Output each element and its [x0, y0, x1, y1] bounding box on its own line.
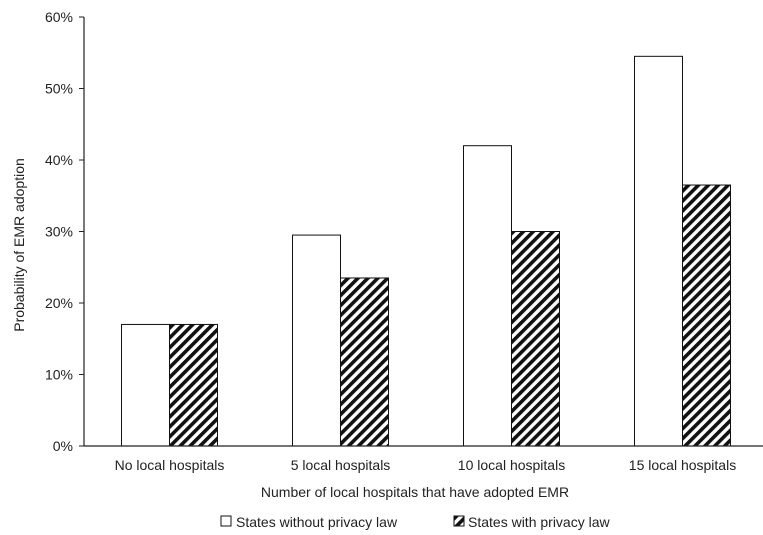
y-tick-label: 10%: [45, 367, 73, 383]
bar-with-privacy-law: [511, 231, 560, 447]
y-tick-label: 50%: [45, 81, 73, 97]
y-axis-label: Probability of EMR adoption: [11, 158, 27, 332]
x-axis-label: Number of local hospitals that have adop…: [261, 484, 569, 500]
bar-without-privacy-law: [121, 323, 170, 447]
legend-swatch-without: [220, 515, 232, 527]
x-category-label: 5 local hospitals: [291, 457, 391, 473]
legend-swatch-with: [453, 515, 465, 527]
bar-without-privacy-law: [634, 55, 683, 447]
x-axis-categories: No local hospitals 5 local hospitals 10 lo…: [115, 457, 737, 473]
y-tick-label: 40%: [45, 152, 73, 168]
y-axis-ticks: 0% 10% 20% 30% 40% 50% 60%: [45, 9, 84, 454]
x-category-label: 10 local hospitals: [458, 457, 565, 473]
x-category-label: No local hospitals: [115, 457, 225, 473]
legend-label-with: States with privacy law: [468, 514, 610, 530]
bar-without-privacy-law: [463, 145, 512, 447]
legend-label-without: States without privacy law: [236, 514, 398, 530]
axes: [83, 17, 763, 447]
y-tick-label: 0%: [53, 438, 73, 454]
bar-with-privacy-law: [340, 277, 389, 447]
y-tick-label: 30%: [45, 224, 73, 240]
y-tick-label: 20%: [45, 295, 73, 311]
y-tick-label: 60%: [45, 9, 73, 25]
bar-with-privacy-law: [682, 184, 731, 447]
bar-without-privacy-law: [292, 234, 341, 447]
legend: States without privacy law States with p…: [220, 514, 610, 530]
x-category-label: 15 local hospitals: [629, 457, 736, 473]
bar-with-privacy-law: [169, 323, 218, 447]
bars: [121, 55, 731, 447]
